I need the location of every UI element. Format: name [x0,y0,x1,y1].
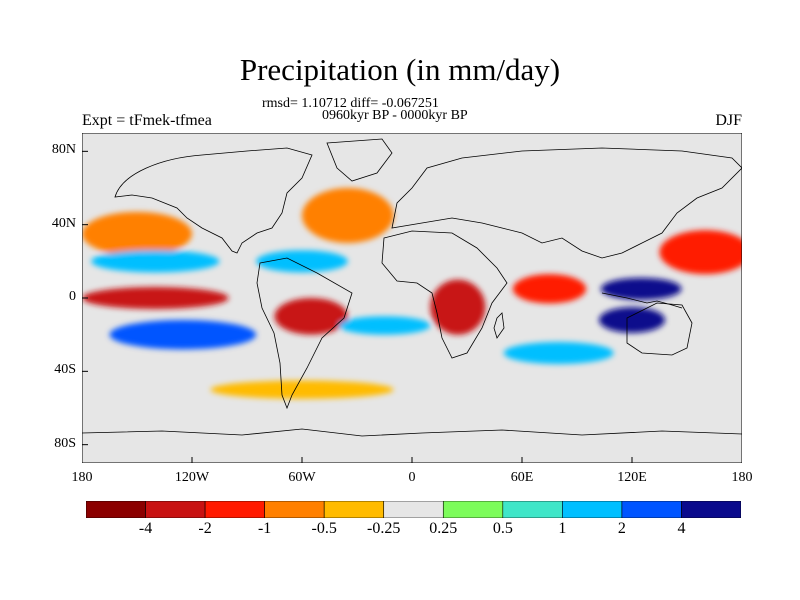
anomaly-south-atlantic-negative [338,316,431,335]
anomaly-south-indian-negative [503,342,614,364]
y-tick-label: 40S [54,362,76,378]
experiment-label: Expt = tFmek-tfmea [82,112,212,129]
anomaly-indian-ocean-positive [512,274,587,304]
colorbar-swatch [502,501,563,518]
greenland-coastline [326,138,393,182]
colorbar-swatch [204,501,265,518]
colorbar-swatch [383,501,444,518]
anomaly-west-pacific-positive [659,230,742,275]
x-tick-label: 120W [174,470,210,485]
anomaly-maritime-continent-negative [600,277,682,300]
colorbar-swatch [145,501,206,518]
x-tick-label: 120E [617,470,647,485]
colorbar-swatch [264,501,325,518]
africa-coastline [381,230,508,359]
anomaly-africa-positive [430,279,486,335]
season-label: DJF [715,112,742,129]
colorbar-swatch [442,501,504,518]
y-tick-label: 80S [54,435,76,451]
eurasia-coastline [391,147,742,259]
chart-title: Precipitation (in mm/day) [239,52,561,87]
anomaly-south-pacific-negative [109,320,257,350]
colorbar-label: 2 [617,520,626,537]
madagascar-coastline [493,312,505,339]
x-tick-label: 60W [288,470,316,485]
maritime-continent-coastline [601,292,683,309]
x-tick-label: 180 [71,470,93,485]
anomaly-southern-ocean-positive [210,380,394,399]
antarctica-coastline [82,428,742,437]
colorbar [86,501,741,518]
colorbar-swatch [621,501,682,518]
south-america-coastline [256,257,353,410]
stats-label: rmsd= 1.10712 diff= -0.067251 [262,96,439,111]
colorbar-label: 0.25 [429,520,458,537]
colorbar-swatch [86,501,146,518]
y-tick-label: 40N [51,215,76,231]
colorbar-label: -0.25 [367,520,401,537]
colorbar-label: -4 [138,520,153,537]
y-tick-label: 80N [51,142,76,158]
colorbar-swatch [323,501,385,518]
anomaly-equatorial-pacific-positive [82,287,229,309]
anomaly-north-pacific-negative [91,250,220,273]
anomaly-north-pacific-positive [82,211,192,256]
colorbar-label: -2 [198,520,212,537]
x-tick-label: 180 [731,470,753,485]
x-tick-label: 60E [510,470,534,485]
period-label: 0960kyr BP - 0000kyr BP [322,108,468,123]
colorbar-label: 4 [677,520,686,537]
colorbar-label: 0.5 [492,520,513,537]
anomaly-south-america-positive [274,298,348,335]
colorbar-label: -1 [257,520,272,537]
anomaly-north-australia-negative [599,307,665,333]
colorbar-label: 1 [558,520,567,537]
anomaly-north-atlantic-positive [302,188,394,243]
australia-coastline [626,302,693,356]
colorbar-swatch [681,501,741,518]
x-tick-label: 0 [408,470,416,485]
colorbar-swatch [562,501,623,518]
precipitation-map [82,133,742,463]
colorbar-label: -0.5 [311,520,337,537]
north-america-coastline [114,147,313,254]
y-tick-label: 0 [69,289,76,304]
anomaly-caribbean-negative [256,250,348,273]
